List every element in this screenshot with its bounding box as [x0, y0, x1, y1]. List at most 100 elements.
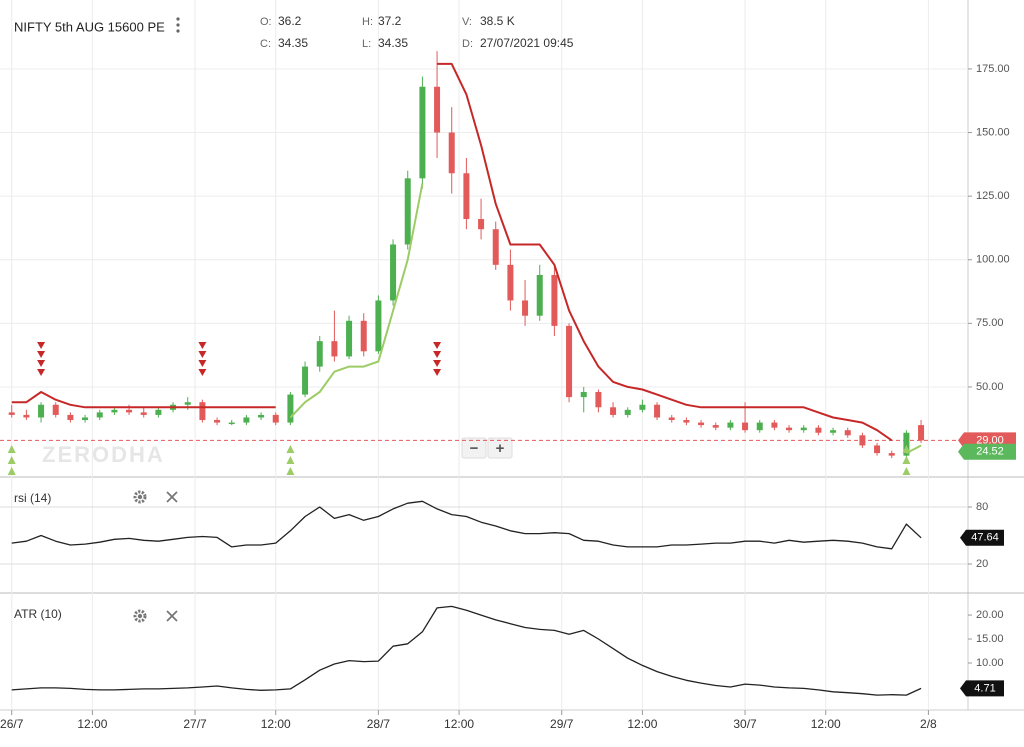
candle-body: [243, 417, 250, 423]
candle-body: [52, 404, 59, 415]
y-tick-label: 20.00: [976, 609, 1004, 621]
x-tick-label: 30/7: [733, 717, 757, 731]
candle-body: [698, 422, 705, 426]
candle-body: [903, 432, 910, 456]
menu-icon[interactable]: [176, 17, 180, 33]
candle-body: [360, 320, 367, 352]
info-value: 38.5 K: [480, 14, 515, 28]
candle-body: [228, 422, 235, 425]
sell-signal: [433, 369, 442, 376]
zoom-button-label[interactable]: −: [470, 440, 479, 457]
close-icon[interactable]: [166, 610, 178, 622]
close-icon[interactable]: [166, 491, 178, 503]
candle-body: [742, 422, 749, 431]
indicator-line: [11, 605, 922, 696]
candle-body: [184, 402, 191, 405]
y-tick-label: 80: [976, 501, 988, 513]
info-label: L:: [362, 38, 371, 50]
y-tick-label: 125.00: [976, 190, 1010, 202]
info-value: 34.35: [278, 36, 308, 50]
watermark: ZERODHA: [42, 442, 165, 467]
buy-signal: [7, 467, 16, 475]
candle-body: [580, 392, 587, 398]
candle-body: [844, 430, 851, 436]
candle-body: [668, 417, 675, 421]
candle-body: [23, 414, 30, 418]
candle-body: [258, 414, 265, 418]
zoom-button-label[interactable]: +: [496, 440, 505, 457]
zoom-button[interactable]: [461, 437, 487, 459]
candle-body: [610, 407, 617, 415]
indicator-line: [11, 500, 922, 550]
y-tick-label: 20: [976, 558, 988, 570]
y-tick-label: 100.00: [976, 254, 1010, 266]
candle-body: [800, 427, 807, 431]
candle-body: [287, 394, 294, 423]
candle-body: [126, 409, 133, 413]
zoom-button[interactable]: [487, 437, 513, 459]
candle-body: [82, 417, 89, 421]
sell-signal: [198, 342, 207, 349]
info-label: O:: [260, 16, 272, 28]
candle-body: [199, 402, 206, 421]
candle-body: [140, 412, 147, 415]
candle-body: [492, 229, 499, 265]
y-tick-label: 50.00: [976, 381, 1004, 393]
x-tick-label: 12:00: [77, 717, 107, 731]
info-value: 27/07/2021 09:45: [480, 36, 574, 50]
candle-body: [463, 173, 470, 220]
settings-icon[interactable]: [133, 609, 147, 623]
candle-body: [522, 300, 529, 316]
candle-body: [302, 366, 309, 395]
candle-body: [331, 341, 338, 357]
candle-body: [727, 422, 734, 428]
sell-signal: [198, 360, 207, 367]
candle-body: [639, 404, 646, 410]
price-tag-label: 24.52: [976, 446, 1004, 458]
candle-body: [155, 409, 162, 415]
candle-body: [551, 275, 558, 326]
info-value: 37.2: [378, 14, 402, 28]
candle-body: [756, 422, 763, 431]
x-tick-label: 12:00: [261, 717, 291, 731]
candle-body: [111, 409, 118, 413]
candle-body: [654, 404, 661, 418]
instrument-title: NIFTY 5th AUG 15600 PE: [14, 19, 165, 34]
sell-signal: [37, 351, 46, 358]
candle-body: [8, 412, 15, 415]
sell-signal: [433, 342, 442, 349]
info-value: 36.2: [278, 14, 302, 28]
candle-body: [815, 427, 822, 433]
sell-signal: [198, 369, 207, 376]
value-tag-label: 4.71: [974, 682, 995, 694]
candle-body: [918, 425, 925, 441]
candle-body: [771, 422, 778, 428]
sell-signal: [37, 342, 46, 349]
x-tick-label: 12:00: [444, 717, 474, 731]
buy-signal: [902, 445, 911, 453]
x-tick-label: 26/7: [0, 717, 24, 731]
candle-body: [434, 86, 441, 133]
info-label: C:: [260, 38, 271, 50]
candle-body: [214, 420, 221, 423]
candle-body: [390, 244, 397, 301]
sell-signal: [37, 360, 46, 367]
candle-body: [38, 404, 45, 418]
buy-signal: [286, 445, 295, 453]
candle-body: [272, 414, 279, 423]
candle-body: [404, 178, 411, 245]
candle-body: [67, 414, 74, 421]
price-tag-label: 29.00: [976, 434, 1004, 446]
settings-icon[interactable]: [133, 490, 147, 504]
buy-signal: [902, 467, 911, 475]
x-tick-label: 12:00: [627, 717, 657, 731]
value-tag: [960, 529, 1004, 546]
candle-body: [683, 420, 690, 423]
value-tag: [960, 680, 1004, 697]
candle-body: [507, 264, 514, 301]
x-tick-label: 12:00: [811, 717, 841, 731]
sell-signal: [37, 369, 46, 376]
y-tick-label: 150.00: [976, 126, 1010, 138]
